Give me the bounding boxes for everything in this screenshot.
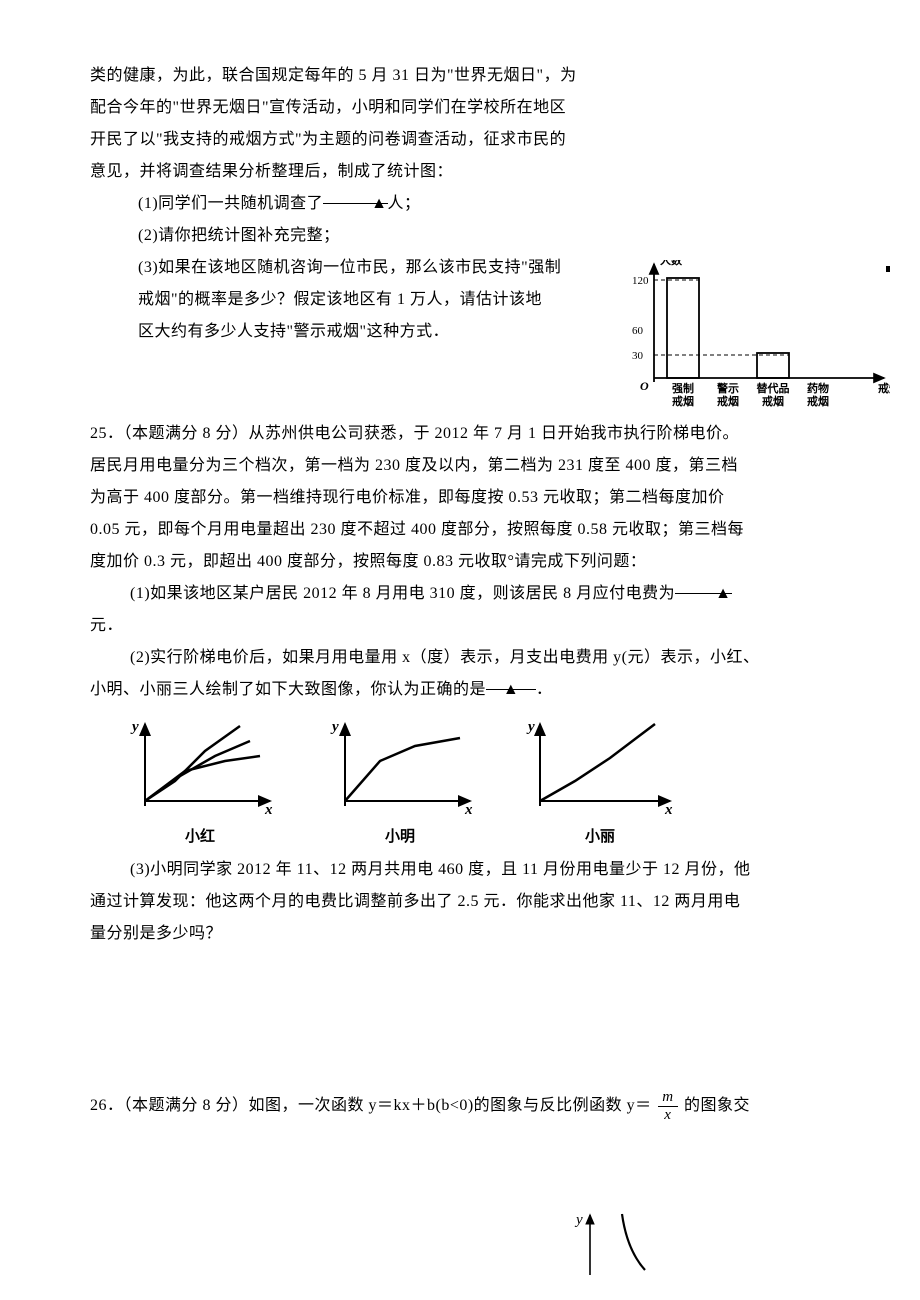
graphs-row: y x 小红 y x 小明 y x (120, 716, 830, 846)
svg-text:x: x (264, 802, 273, 816)
bar-chart: 人数1206030强制戒烟警示戒烟替代品戒烟药物戒烟戒烟方式O (620, 260, 890, 430)
svg-text:x: x (664, 802, 673, 816)
svg-text:y: y (526, 719, 535, 735)
svg-text:警示: 警示 (716, 381, 739, 395)
q26-a: 26．（本题满分 8 分）如图，一次函数 y＝kx＋b(b<0)的图象与反比例函… (90, 1097, 652, 1114)
graph-label-2: 小明 (320, 825, 480, 846)
q24-sub3-l1: (3)如果在该地区随机咨询一位市民，那么该市民支持"强制 (90, 252, 600, 284)
q24-sub1: (1)同学们一共随机调查了▲人； (90, 188, 830, 220)
svg-text:O: O (640, 379, 649, 393)
graph-label-3: 小丽 (520, 825, 680, 846)
graph-svg-3: y x (520, 716, 680, 816)
q24-sub3-l2: 戒烟"的概率是多少？假定该地区有 1 万人，请估计该地 (90, 284, 600, 316)
svg-text:x: x (464, 802, 473, 816)
q25-sub1: (1)如果该地区某户居民 2012 年 8 月用电 310 度，则该居民 8 月… (90, 578, 830, 610)
svg-text:30: 30 (632, 350, 644, 362)
graph-svg-2: y x (320, 716, 480, 816)
svg-text:120: 120 (632, 275, 649, 287)
svg-text:强制: 强制 (672, 381, 694, 395)
q26-line: 26．（本题满分 8 分）如图，一次函数 y＝kx＋b(b<0)的图象与反比例函… (90, 1090, 830, 1123)
q25-sub2b: 小明、小丽三人绘制了如下大致图像，你认为正确的是▲． (90, 674, 830, 706)
graph-xiaohong: y x 小红 (120, 716, 280, 846)
blank-1: ▲ (323, 188, 387, 204)
svg-text:y: y (130, 719, 139, 735)
graph-xiaoli: y x 小丽 (520, 716, 680, 846)
svg-text:60: 60 (632, 325, 644, 337)
svg-text:药物: 药物 (807, 381, 829, 395)
q25-sub3b: 通过计算发现：他这两个月的电费比调整前多出了 2.5 元．你能求出他家 11、1… (90, 886, 830, 918)
q25-sub3c: 量分别是多少吗？ (90, 918, 830, 950)
q25-l2: 居民月用电量分为三个档次，第一档为 230 度及以内，第二档为 231 度至 4… (90, 450, 830, 482)
q24-intro-l4: 意见，并将调查结果分析整理后，制成了统计图： (90, 156, 830, 188)
q26-graph: y (530, 1210, 670, 1280)
q24-intro-l3: 开民了以"我支持的戒烟方式"为主题的问卷调查活动，征求市民的 (90, 124, 830, 156)
bar-chart-svg: 人数1206030强制戒烟警示戒烟替代品戒烟药物戒烟戒烟方式O (620, 260, 890, 430)
svg-text:戒烟: 戒烟 (717, 394, 739, 408)
q24-sub1-b: 人； (388, 195, 421, 212)
svg-text:y: y (574, 1212, 583, 1228)
q25-sub1b: 元． (90, 610, 830, 642)
q25-sub2a: (2)实行阶梯电价后，如果月用电量用 x（度）表示，月支出电费用 y(元）表示，… (90, 642, 830, 674)
svg-text:人数: 人数 (660, 260, 683, 267)
q25-sub3a: (3)小明同学家 2012 年 11、12 两月共用电 460 度，且 11 月… (90, 854, 830, 886)
fraction-m-over-x: m x (658, 1090, 677, 1123)
frac-num: m (658, 1090, 677, 1107)
q24-sub2: (2)请你把统计图补充完整； (90, 220, 830, 252)
graph-label-1: 小红 (120, 825, 280, 846)
q26-b: 的图象交 (684, 1097, 750, 1114)
svg-text:戒烟: 戒烟 (807, 394, 829, 408)
frac-den: x (658, 1107, 677, 1123)
svg-text:y: y (330, 719, 339, 735)
q25-s1a: (1)如果该地区某户居民 2012 年 8 月用电 310 度，则该居民 8 月… (130, 585, 675, 602)
graph-svg-1: y x (120, 716, 280, 816)
q25-l4: 0.05 元，即每个月用电量超出 230 度不超过 400 度部分，按照每度 0… (90, 514, 830, 546)
q24-intro-l2: 配合今年的"世界无烟日"宣传活动，小明和同学们在学校所在地区 (90, 92, 830, 124)
svg-text:戒烟方式: 戒烟方式 (878, 381, 890, 395)
blank-2: ▲ (675, 578, 731, 594)
svg-text:戒烟: 戒烟 (762, 394, 784, 408)
blank-3: ▲ (486, 674, 536, 690)
graph-xiaoming: y x 小明 (320, 716, 480, 846)
q25-block: 25．（本题满分 8 分）从苏州供电公司获悉，于 2012 年 7 月 1 日开… (90, 418, 830, 950)
q25-l5: 度加价 0.3 元，即超出 400 度部分，按照每度 0.83 元收取°请完成下… (90, 546, 830, 578)
q24-sub1-a: (1)同学们一共随机调查了 (138, 195, 323, 212)
q25-s2c: ． (536, 681, 553, 698)
svg-text:替代品: 替代品 (757, 381, 790, 395)
q25-l3: 为高于 400 度部分。第一档维持现行电价标准，即每度按 0.53 元收取；第二… (90, 482, 830, 514)
q24-sub3-l3: 区大约有多少人支持"警示戒烟"这种方式． (90, 316, 600, 348)
q24-intro-l1: 类的健康，为此，联合国规定每年的 5 月 31 日为"世界无烟日"，为 (90, 60, 830, 92)
svg-text:戒烟: 戒烟 (672, 394, 694, 408)
q25-s2b-t: 小明、小丽三人绘制了如下大致图像，你认为正确的是 (90, 681, 486, 698)
